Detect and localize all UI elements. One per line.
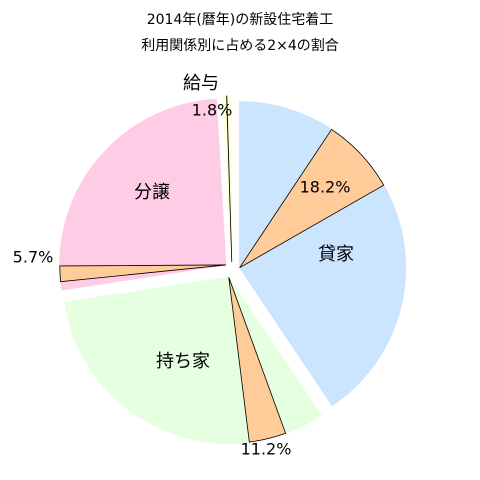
percent-label: 5.7%	[13, 248, 54, 267]
chart-title: 2014年(暦年)の新設住宅着工	[147, 12, 334, 28]
category-label: 分譲	[134, 182, 170, 203]
category-label: 給与	[183, 73, 219, 94]
sub-slice	[228, 277, 287, 443]
sub-slice	[239, 128, 385, 269]
sub-slice	[226, 95, 233, 263]
category-label: 貸家	[318, 244, 354, 265]
percent-label: 11.2%	[241, 440, 292, 459]
pie-slice	[59, 98, 227, 291]
category-label: 持ち家	[156, 351, 210, 372]
percent-label: 1.8%	[192, 101, 233, 120]
sub-slice	[59, 264, 226, 283]
chart-subtitle: 利用関係別に占める2×4の割合	[141, 37, 339, 54]
percent-label: 18.2%	[300, 178, 351, 197]
